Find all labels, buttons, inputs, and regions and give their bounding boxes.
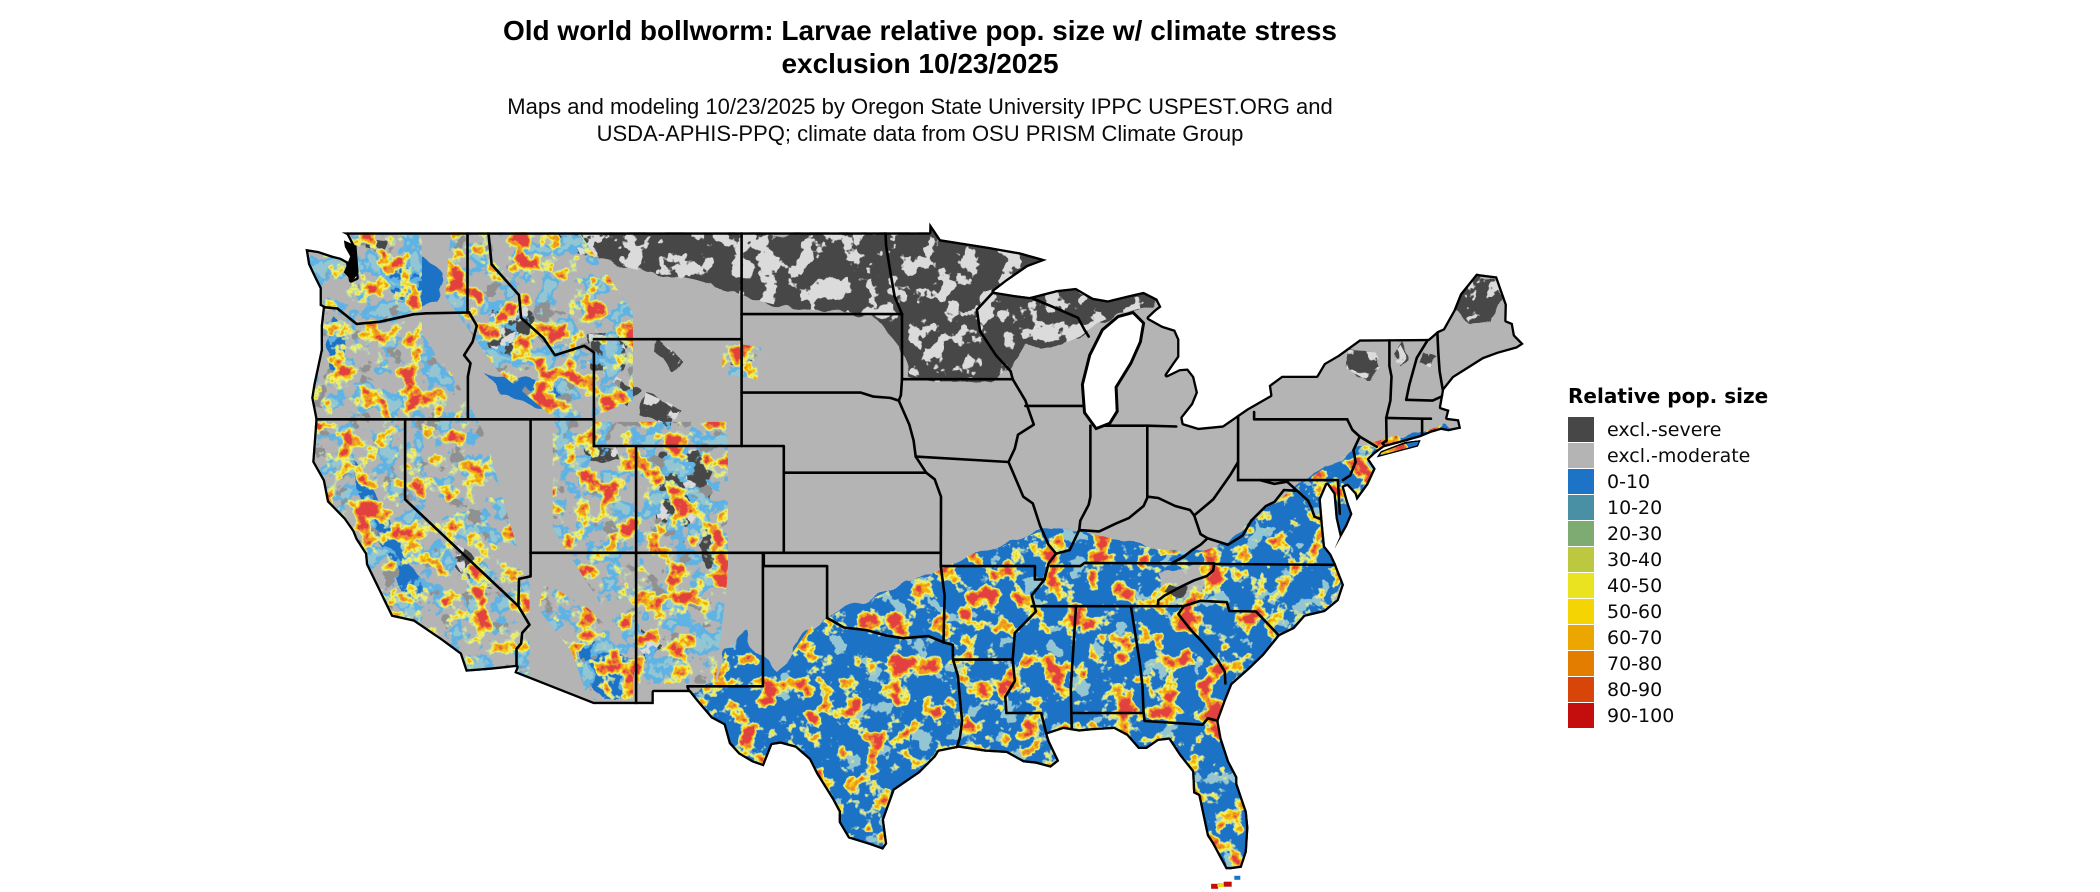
florida-keys [1211, 875, 1241, 889]
map-subtitle: Maps and modeling 10/23/2025 by Oregon S… [0, 93, 1840, 147]
map-subtitle-line1: Maps and modeling 10/23/2025 by Oregon S… [507, 94, 1333, 119]
lake-michigan [1080, 310, 1146, 431]
legend-item: 70-80 [1568, 651, 1908, 676]
legend-item: 90-100 [1568, 703, 1908, 728]
legend-swatch [1568, 677, 1594, 702]
legend-label: 0-10 [1607, 470, 1651, 493]
legend-swatch [1568, 443, 1594, 468]
legend-item: 50-60 [1568, 599, 1908, 624]
header: Old world bollworm: Larvae relative pop.… [0, 14, 1840, 147]
legend-item: 60-70 [1568, 625, 1908, 650]
map-land [305, 222, 1524, 870]
map-title-line2: exclusion 10/23/2025 [781, 48, 1059, 79]
legend-swatch [1568, 547, 1594, 572]
legend-label: 80-90 [1607, 678, 1663, 701]
legend-label: 70-80 [1607, 652, 1663, 675]
legend-label: 20-30 [1607, 522, 1663, 545]
legend-item: 20-30 [1568, 521, 1908, 546]
legend-label: 40-50 [1607, 574, 1663, 597]
legend-item: 40-50 [1568, 573, 1908, 598]
legend-swatch [1568, 469, 1594, 494]
legend-swatch [1568, 521, 1594, 546]
us-risk-map [289, 211, 1534, 892]
us-map-svg [305, 222, 1524, 889]
legend-swatch [1568, 417, 1594, 442]
legend-label: 60-70 [1607, 626, 1663, 649]
legend-item: excl.-severe [1568, 417, 1908, 442]
legend-swatch [1568, 703, 1594, 728]
legend-label: excl.-severe [1607, 418, 1722, 441]
legend-items: excl.-severe excl.-moderate 0-10 10-20 20-30… [1568, 417, 1908, 728]
legend-label: 90-100 [1607, 704, 1675, 727]
puget-sound [343, 240, 359, 282]
legend-label: excl.-moderate [1607, 444, 1751, 467]
legend: Relative pop. size excl.-severe excl.-mod… [1568, 384, 1908, 729]
legend-swatch [1568, 625, 1594, 650]
legend-swatch [1568, 651, 1594, 676]
legend-label: 50-60 [1607, 600, 1663, 623]
map-title-line1: Old world bollworm: Larvae relative pop.… [502, 15, 1338, 46]
legend-swatch [1568, 573, 1594, 598]
legend-item: excl.-moderate [1568, 443, 1908, 468]
legend-item: 30-40 [1568, 547, 1908, 572]
map-subtitle-line2: USDA-APHIS-PPQ; climate data from OSU PR… [596, 121, 1244, 146]
legend-label: 30-40 [1607, 548, 1663, 571]
legend-item: 10-20 [1568, 495, 1908, 520]
legend-item: 0-10 [1568, 469, 1908, 494]
legend-swatch [1568, 599, 1594, 624]
legend-title: Relative pop. size [1568, 384, 1769, 408]
state-borders [314, 231, 1444, 749]
legend-label: 10-20 [1607, 496, 1663, 519]
legend-swatch [1568, 495, 1594, 520]
legend-item: 80-90 [1568, 677, 1908, 702]
